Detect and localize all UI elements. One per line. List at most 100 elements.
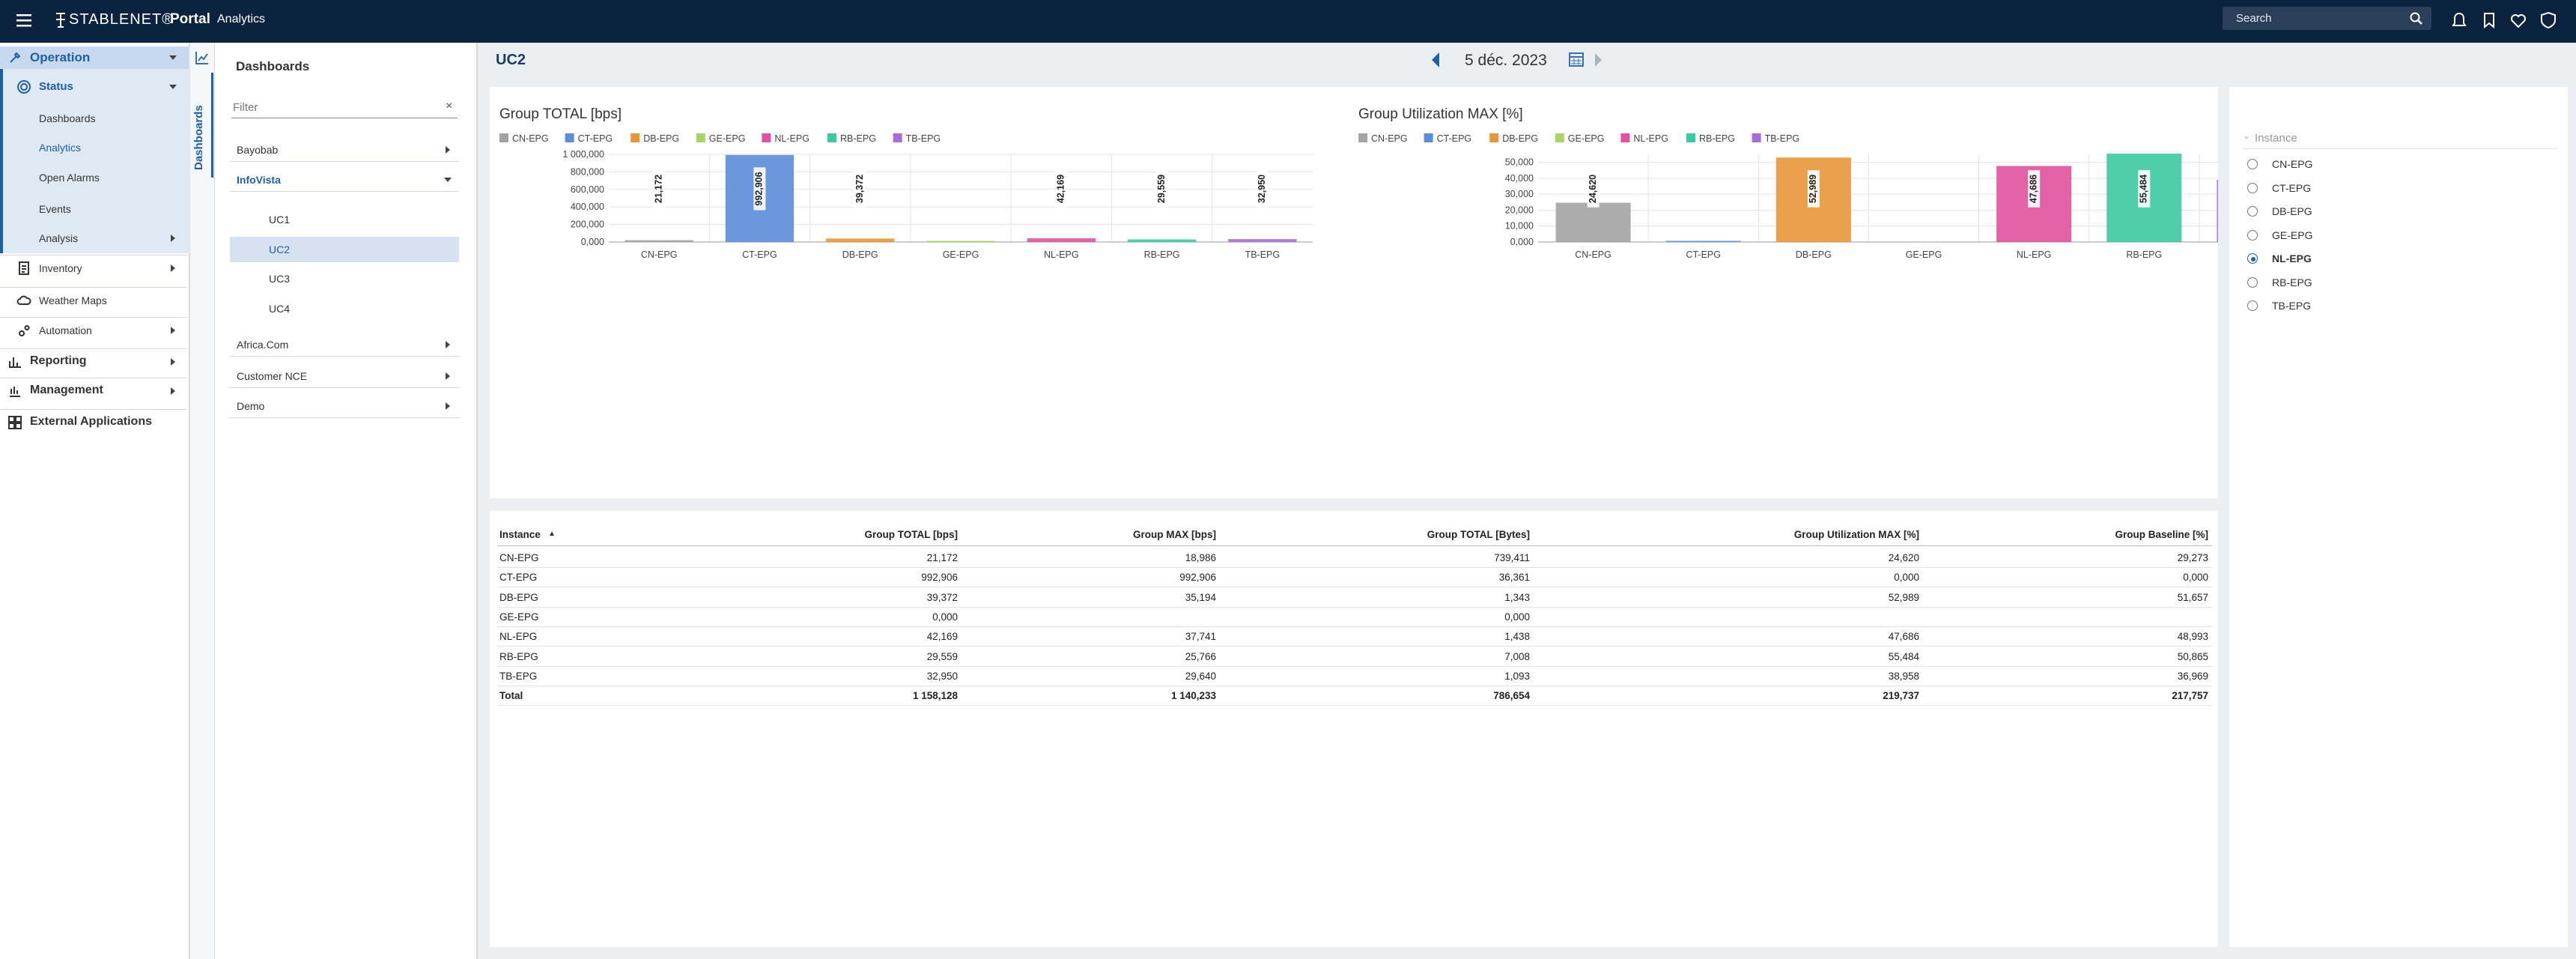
radio-option[interactable]: GE-EPG — [2244, 227, 2544, 245]
nav-item[interactable]: Analytics — [0, 136, 187, 159]
nav-item[interactable]: Reporting — [0, 351, 187, 373]
nav-item[interactable]: Automation — [0, 319, 187, 342]
bar — [625, 240, 693, 242]
expand-arrow[interactable] — [169, 235, 177, 242]
table-cell: 21,172 — [926, 552, 958, 563]
radio-option[interactable]: RB-EPG — [2244, 274, 2544, 292]
dashboard-group[interactable]: Customer NCE — [230, 365, 459, 388]
radio-label: NL-EPG — [2272, 252, 2312, 264]
column-header[interactable]: Group MAX [bps] — [1133, 529, 1216, 540]
legend-swatch — [696, 133, 705, 142]
nav-item[interactable]: Status — [0, 76, 187, 98]
expand-arrow[interactable] — [169, 358, 177, 366]
value-label: 24,620 — [1588, 175, 1598, 203]
dashboard-label: UC4 — [269, 303, 291, 315]
main: UC2 5 déc. 2023 Group TOTAL [bps] CN-EPG C… — [478, 43, 2576, 959]
instance-panel: ⌄ Instance CN-EPG CT-EPG DB-EPG GE-EPG NL-EPG R… — [2229, 87, 2568, 947]
legend-label: DB-EPG — [643, 133, 679, 144]
date-controls[interactable] — [1568, 50, 1613, 70]
value-label-bg — [1587, 170, 1600, 208]
app-name: Analytics — [217, 13, 266, 25]
column-header[interactable]: Group TOTAL [Bytes] — [1427, 529, 1530, 540]
x-tick-label: CN-EPG — [1575, 249, 1611, 260]
value-label-bg — [653, 170, 666, 208]
row-rule — [497, 567, 2212, 568]
nav-label: Weather Maps — [39, 294, 107, 306]
nav-label: External Applications — [30, 415, 152, 429]
nav-item[interactable]: Inventory — [0, 257, 187, 279]
nav-item[interactable]: Dashboards — [0, 107, 187, 130]
prev-date[interactable] — [1429, 51, 1444, 69]
menu-icon[interactable] — [16, 13, 33, 28]
nav-label: Inventory — [39, 261, 82, 274]
radio — [2247, 159, 2258, 169]
table-cell: 29,559 — [926, 650, 958, 662]
column-header[interactable]: Group TOTAL [bps] — [864, 529, 959, 540]
column-header[interactable]: Group Baseline [%] — [2115, 529, 2208, 540]
nav-icon — [19, 325, 30, 336]
dashboard-panel: Dashboards Filter × Bayobab InfoVista UC1 U… — [215, 43, 478, 959]
value-label: 21,172 — [653, 175, 663, 203]
group-label: Bayobab — [237, 144, 279, 156]
expand-arrow[interactable] — [169, 54, 177, 61]
expand-arrow[interactable] — [444, 341, 452, 348]
expand-arrow[interactable] — [169, 327, 177, 334]
nav-item[interactable]: External Applications — [0, 411, 187, 434]
nav-label: Automation — [39, 324, 92, 336]
nav-item[interactable]: Weather Maps — [0, 289, 187, 312]
radio-option[interactable]: NL-EPG — [2244, 250, 2544, 268]
x-tick-label: CT-EPG — [742, 249, 777, 260]
dashboards-tab[interactable]: Dashboards — [190, 73, 213, 178]
nav-item[interactable]: Events — [0, 198, 187, 220]
table-cell: 50,865 — [2177, 650, 2208, 662]
legend-label: CN-EPG — [1371, 133, 1408, 144]
x-tick-label: RB-EPG — [1144, 249, 1180, 260]
chart-tab-icon[interactable] — [195, 50, 210, 65]
y-tick-label: 600,000 — [571, 184, 604, 195]
nav-item[interactable]: Analysis — [0, 227, 187, 249]
dashboard-item[interactable]: UC3 — [230, 266, 459, 291]
toolbar-icons[interactable] — [2452, 10, 2564, 31]
table-cell: 0,000 — [1504, 611, 1530, 623]
divider — [0, 409, 187, 410]
table-cell: 36,361 — [1498, 572, 1530, 584]
dashboard-group[interactable]: Africa.Com — [230, 333, 459, 357]
search-box[interactable]: Search — [2223, 7, 2431, 30]
column-header[interactable]: Instance — [499, 529, 541, 540]
dashboard-group[interactable]: Demo — [230, 395, 459, 418]
nav-item[interactable]: Management — [0, 380, 187, 402]
value-label: 29,559 — [1156, 175, 1167, 203]
nav-icon — [9, 357, 21, 368]
dashboard-item[interactable]: UC1 — [230, 207, 459, 232]
clear-icon[interactable]: × — [446, 100, 453, 112]
dashboard-item[interactable]: UC4 — [230, 296, 459, 321]
nav-item[interactable]: Open Alarms — [0, 166, 187, 189]
row-rule — [497, 646, 2212, 647]
radio-label: RB-EPG — [2272, 276, 2312, 288]
expand-arrow[interactable] — [169, 387, 177, 395]
value-label-bg — [1055, 170, 1068, 208]
dashboard-group[interactable]: Bayobab — [230, 139, 459, 162]
y-tick-label: 400,000 — [571, 202, 604, 212]
expand-arrow[interactable] — [444, 402, 452, 410]
expand-arrow[interactable] — [444, 372, 452, 380]
expand-arrow[interactable] — [169, 83, 177, 91]
radio-option[interactable]: CN-EPG — [2244, 156, 2544, 174]
filter-input[interactable]: Filter × — [231, 100, 458, 118]
expand-arrow[interactable] — [444, 176, 452, 184]
table-cell: RB-EPG — [499, 650, 538, 662]
dashboard-item[interactable]: UC2 — [230, 237, 459, 262]
radio-label: GE-EPG — [2272, 229, 2313, 241]
expand-arrow[interactable] — [444, 146, 452, 154]
dashboard-group[interactable]: InfoVista — [230, 169, 459, 192]
radio-option[interactable]: TB-EPG — [2244, 297, 2544, 315]
expand-arrow[interactable] — [169, 264, 177, 272]
radio-label: CT-EPG — [2272, 181, 2312, 194]
value-label-bg — [854, 170, 866, 208]
radio-option[interactable]: DB-EPG — [2244, 203, 2544, 221]
column-header[interactable]: Group Utilization MAX [%] — [1793, 529, 1919, 540]
nav-item[interactable]: Operation — [0, 46, 187, 69]
table-cell: 29,273 — [2177, 552, 2208, 563]
nav-label: Events — [39, 202, 71, 215]
radio-option[interactable]: CT-EPG — [2244, 180, 2544, 198]
